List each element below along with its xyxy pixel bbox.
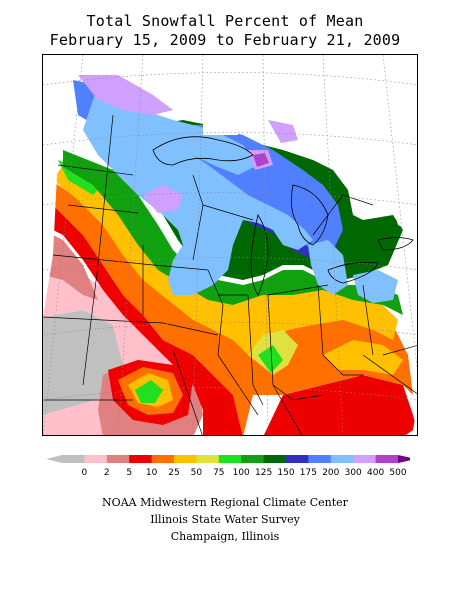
legend-label: 0 [82, 468, 88, 478]
legend-swatch [241, 455, 265, 463]
region-lavender-northeast [268, 120, 298, 143]
legend-label: 125 [255, 468, 272, 478]
region-orange-band [43, 175, 413, 435]
snowfall-map [42, 54, 418, 436]
outside-domain-right [403, 230, 417, 365]
legend-labels: 0 2 5 10 25 50 75 100 125 150 175 200 300 400 500 [82, 468, 407, 478]
legend-label: 2 [104, 468, 110, 478]
legend-label: 25 [168, 468, 179, 478]
color-legend: 0 2 5 10 25 50 75 100 125 150 175 200 300 400 500 [46, 455, 410, 478]
legend-swatch [106, 455, 130, 463]
legend-label: 50 [191, 468, 203, 478]
region-lavender-west [143, 185, 183, 213]
map-canvas [43, 55, 417, 435]
credit-survey: Illinois State Water Survey [150, 513, 300, 526]
region-salmon-west [43, 230, 98, 300]
legend-swatch [286, 455, 309, 463]
region-red-southeast [263, 375, 417, 435]
legend-swatch [174, 455, 197, 463]
legend-label: 500 [389, 468, 406, 478]
legend-label: 200 [322, 468, 339, 478]
region-lavender-north [78, 75, 173, 115]
legend-label: 5 [126, 468, 132, 478]
legend-swatch [353, 455, 377, 463]
legend-arrow-left [46, 455, 62, 463]
legend-swatch [308, 455, 332, 463]
legend-label: 150 [277, 468, 294, 478]
outside-domain-top [43, 55, 417, 235]
lake-huron [290, 184, 329, 246]
region-lightblue-north [113, 110, 258, 175]
credit-organization: NOAA Midwestern Regional Climate Center [102, 496, 348, 509]
legend-label: 10 [146, 468, 158, 478]
region-green-central [258, 345, 283, 373]
region-yellow-southeast [323, 340, 403, 375]
region-yellow-band [53, 165, 398, 355]
lake-erie [327, 261, 379, 284]
state-boundaries [43, 114, 417, 435]
legend-label: 100 [233, 468, 250, 478]
lat-lon-grid [43, 55, 417, 435]
legend-swatches [46, 455, 410, 463]
legend-arrow-right [398, 455, 410, 463]
legend-swatch [196, 455, 220, 463]
credit-location: Champaign, Illinois [170, 530, 280, 543]
legend-label: 175 [300, 468, 317, 478]
lake-michigan [250, 214, 269, 296]
outside-domain-topleft [43, 55, 83, 160]
map-date-range: February 15, 2009 to February 21, 2009 [49, 31, 401, 49]
outside-domain-left [43, 155, 58, 317]
region-green-south [135, 380, 163, 403]
legend-swatch [375, 455, 399, 463]
legend-swatch [151, 455, 175, 463]
legend-swatch [62, 455, 85, 463]
region-purple [253, 153, 269, 167]
outside-domain-bottomright [405, 406, 417, 435]
lake-ontario [377, 237, 414, 251]
legend-label: 300 [345, 468, 362, 478]
legend-swatch [218, 455, 242, 463]
legend-swatch [84, 455, 108, 463]
map-title: Total Snowfall Percent of Mean [86, 12, 364, 30]
outside-domain-northnotch [203, 115, 238, 135]
legend-swatch [129, 455, 153, 463]
lake-superior [152, 136, 254, 166]
legend-swatch [263, 455, 287, 463]
legend-label: 75 [213, 468, 224, 478]
legend-swatch [330, 455, 354, 463]
legend-label: 400 [367, 468, 384, 478]
